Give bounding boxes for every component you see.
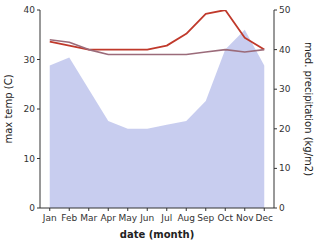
y-tick	[37, 158, 40, 159]
y-tick	[37, 109, 40, 110]
x-tick	[49, 208, 50, 211]
x-tick-label: Feb	[61, 213, 77, 223]
x-tick	[166, 208, 167, 211]
x-tick-label: Apr	[100, 213, 116, 223]
y-tick	[37, 208, 40, 209]
y2-axis-line	[274, 10, 275, 208]
x-tick	[225, 208, 226, 211]
line	[50, 10, 265, 50]
x-tick	[127, 208, 128, 211]
area	[50, 30, 265, 208]
x-tick-label: Jan	[42, 213, 57, 223]
x-axis-line	[40, 208, 274, 209]
y2-tick	[274, 168, 277, 169]
x-tick	[264, 208, 265, 211]
chart-container: Jan FebMarAprMayJun Jul AugSepOctNovDec 0 10 2…	[0, 0, 318, 247]
y-tick-label: 0	[29, 203, 35, 213]
y2-tick-label: 20	[279, 124, 291, 134]
x-tick	[88, 208, 89, 211]
y-tick	[37, 10, 40, 11]
y2-tick	[274, 128, 277, 129]
x-tick	[186, 208, 187, 211]
y2-axis-label: med. precipitation (kg/m2)	[303, 42, 314, 176]
x-tick-label: Nov	[236, 213, 254, 223]
x-tick-label: Dec	[256, 213, 273, 223]
y-tick	[37, 59, 40, 60]
x-tick	[244, 208, 245, 211]
x-tick-label: Jun	[139, 213, 154, 223]
x-tick-label: May	[118, 213, 137, 223]
x-tick-label: Aug	[177, 213, 195, 223]
y-tick-label: 30	[24, 55, 36, 65]
x-tick-label: Mar	[80, 213, 97, 223]
x-tick	[108, 208, 109, 211]
y-tick-label: 20	[24, 104, 36, 114]
chart: Jan FebMarAprMayJun Jul AugSepOctNovDec 0 10 2…	[0, 0, 318, 247]
x-tick	[147, 208, 148, 211]
y2-tick	[274, 89, 277, 90]
y2-tick-label: 30	[279, 84, 291, 94]
y-axis-label: max temp (C)	[3, 74, 14, 143]
x-tick-label: Sep	[197, 213, 214, 223]
y2-tick-label: 10	[279, 163, 291, 173]
x-tick-label: Jul	[160, 213, 172, 223]
y2-tick-label: 40	[279, 45, 291, 55]
y2-tick	[274, 10, 277, 11]
x-tick-label: Oct	[217, 213, 233, 223]
y-tick-label: 10	[24, 154, 36, 164]
x-tick	[205, 208, 206, 211]
x-axis-label: date (month)	[120, 229, 194, 240]
y2-tick-label: 50	[279, 5, 291, 15]
y2-tick	[274, 208, 277, 209]
y2-tick	[274, 49, 277, 50]
y2-tick-label: 0	[279, 203, 285, 213]
y-tick-label: 40	[24, 5, 36, 15]
plot-area	[50, 10, 265, 208]
x-tick	[69, 208, 70, 211]
line	[50, 40, 265, 55]
